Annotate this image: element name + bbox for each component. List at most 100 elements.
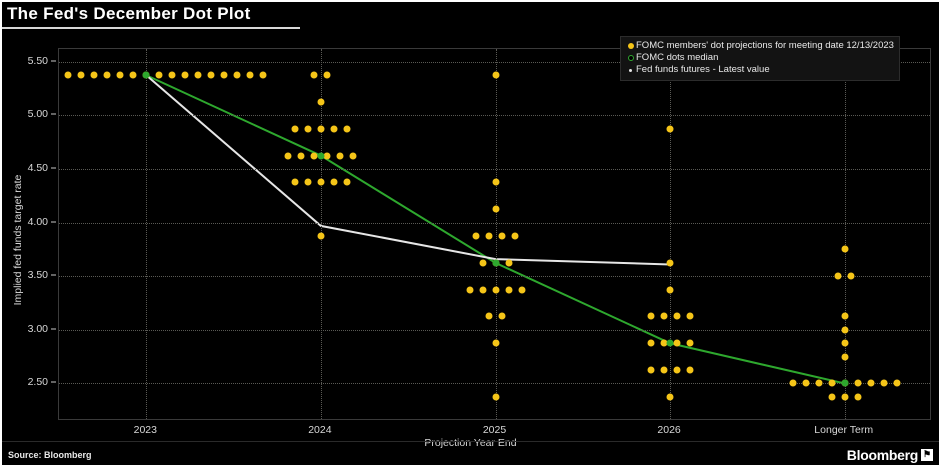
gridline-horizontal — [59, 115, 930, 117]
x-tick-label: 2025 — [482, 424, 507, 436]
fomc-dot — [310, 152, 318, 160]
fomc-dot — [336, 152, 344, 160]
y-tick-label: 2.50 — [27, 376, 48, 389]
fomc-dot — [485, 232, 493, 240]
fomc-dot — [660, 312, 668, 320]
fomc-dot — [466, 286, 473, 294]
fomc-dot — [194, 71, 202, 79]
fomc-dot — [647, 366, 655, 374]
y-tick-label: 4.50 — [27, 162, 48, 175]
x-tick-label: Longer Term — [814, 424, 874, 436]
fomc-dot — [847, 272, 855, 280]
fomc-dot — [492, 339, 499, 347]
gridline-horizontal — [59, 222, 930, 224]
y-tick-label: 5.50 — [27, 54, 48, 67]
chart-legend: FOMC members' dot projections for meetin… — [620, 36, 900, 81]
small-white-dot-icon — [625, 68, 636, 72]
y-tick-label: 3.00 — [27, 322, 48, 335]
fomc-dot — [233, 71, 241, 79]
fomc-dot — [841, 312, 849, 320]
legend-item-label: FOMC members' dot projections for meetin… — [636, 40, 894, 51]
legend-item[interactable]: Fed funds futures - Latest value — [625, 64, 894, 76]
legend-item-label: FOMC dots median — [636, 52, 719, 63]
fomc-dot — [246, 71, 254, 79]
fomc-dot — [673, 312, 681, 320]
fomc-dot — [291, 125, 299, 133]
plot-area — [58, 48, 931, 420]
fomc-dot — [64, 71, 72, 79]
fomc-dot — [841, 245, 849, 253]
fomc-dot — [647, 339, 655, 347]
fomc-dot — [789, 379, 797, 387]
fomc-dot — [867, 379, 875, 387]
fomc-dot — [479, 259, 486, 267]
fomc-dot — [317, 98, 325, 106]
chart-title-bar: The Fed's December Dot Plot — [0, 0, 941, 28]
gridline-horizontal — [59, 169, 930, 171]
fomc-dot — [815, 379, 823, 387]
y-tick-mark — [51, 167, 56, 169]
fomc-dot — [666, 125, 674, 133]
fomc-dot — [103, 71, 111, 79]
fomc-dot — [479, 286, 486, 294]
x-tick-label: 2024 — [308, 424, 332, 436]
fomc-dot — [841, 339, 849, 347]
legend-item[interactable]: FOMC dots median — [625, 52, 894, 64]
fomc-dot — [834, 272, 842, 280]
fomc-dot — [518, 286, 525, 294]
fomc-dot — [330, 125, 338, 133]
fomc-dot — [841, 393, 849, 401]
fomc-dot — [841, 326, 849, 334]
fomc-dot — [349, 152, 357, 160]
fomc-dot — [686, 312, 694, 320]
fomc-dot — [686, 366, 694, 374]
fomc-dot — [854, 393, 862, 401]
fomc-dot — [686, 339, 694, 347]
futures-line — [145, 74, 671, 266]
fomc-dot — [841, 353, 849, 361]
fomc-dot — [828, 393, 836, 401]
fomc-dot — [485, 312, 493, 320]
bloomberg-logo-icon: ⚑ — [921, 448, 933, 461]
fomc-dot — [77, 71, 85, 79]
gridline-vertical — [495, 49, 497, 419]
fomc-dot — [854, 379, 862, 387]
fomc-dot — [492, 71, 499, 79]
fomc-dot — [492, 286, 499, 294]
bloomberg-wordmark: Bloomberg — [846, 446, 919, 463]
y-axis-ticks: 5.50 5.00 4.50 4.00 3.50 3.00 2.50 — [0, 0, 58, 467]
fomc-dot — [880, 379, 888, 387]
fomc-dot — [330, 178, 338, 186]
fomc-dot — [505, 286, 512, 294]
fomc-dot — [310, 71, 318, 79]
fomc-dot — [893, 379, 901, 387]
fomc-dot — [828, 379, 836, 387]
y-tick-mark — [51, 274, 56, 276]
fomc-dot — [472, 232, 480, 240]
fomc-dot — [181, 71, 189, 79]
bloomberg-brand: Bloomberg ⚑ — [847, 447, 933, 463]
fomc-dot — [343, 178, 351, 186]
gridline-horizontal — [59, 329, 930, 331]
median-marker-dot — [142, 71, 150, 79]
fomc-dot — [492, 205, 499, 213]
fomc-dot — [673, 339, 681, 347]
median-marker-dot — [492, 259, 499, 267]
median-marker-dot — [317, 152, 325, 160]
filled-yellow-dot-icon — [625, 43, 636, 49]
legend-item[interactable]: FOMC members' dot projections for meetin… — [625, 40, 894, 52]
fomc-dot — [317, 232, 325, 240]
gridline-vertical — [670, 49, 672, 419]
fomc-dot — [291, 178, 299, 186]
gridline-horizontal — [59, 383, 930, 385]
fomc-dot — [116, 71, 124, 79]
fomc-dot — [317, 178, 325, 186]
source-attribution: Source: Bloomberg — [8, 449, 92, 460]
fomc-dot — [304, 125, 312, 133]
fomc-dot — [155, 71, 163, 79]
fomc-dot — [498, 312, 506, 320]
fomc-dot — [666, 286, 674, 294]
fomc-dot — [647, 312, 655, 320]
y-tick-mark — [51, 113, 56, 115]
